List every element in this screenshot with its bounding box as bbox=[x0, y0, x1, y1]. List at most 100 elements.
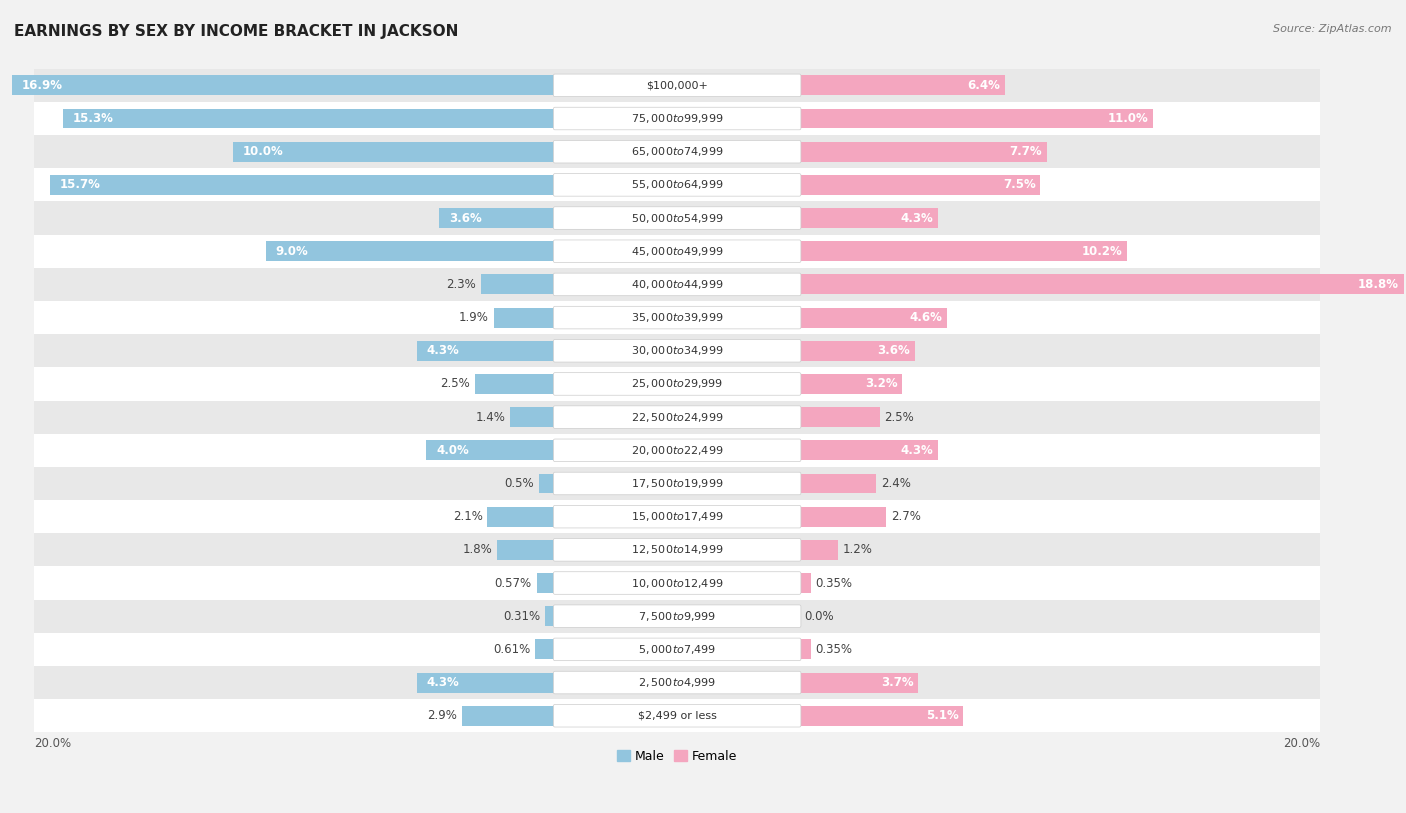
Text: $15,000 to $17,499: $15,000 to $17,499 bbox=[631, 511, 723, 523]
Text: $65,000 to $74,999: $65,000 to $74,999 bbox=[631, 146, 723, 159]
Text: 9.0%: 9.0% bbox=[276, 245, 308, 258]
Bar bbox=[416, 341, 555, 361]
Bar bbox=[439, 208, 555, 228]
Text: $2,499 or less: $2,499 or less bbox=[638, 711, 717, 721]
Text: 7.5%: 7.5% bbox=[1002, 178, 1036, 191]
FancyBboxPatch shape bbox=[554, 340, 801, 362]
Bar bbox=[34, 666, 1320, 699]
Text: $75,000 to $99,999: $75,000 to $99,999 bbox=[631, 112, 723, 125]
Text: 4.6%: 4.6% bbox=[910, 311, 942, 324]
Text: 1.4%: 1.4% bbox=[475, 411, 505, 424]
Text: 0.31%: 0.31% bbox=[503, 610, 540, 623]
Bar bbox=[34, 699, 1320, 733]
Bar bbox=[799, 76, 1005, 95]
Bar bbox=[461, 706, 555, 726]
Bar bbox=[799, 241, 1128, 261]
Text: 2.4%: 2.4% bbox=[882, 477, 911, 490]
Bar bbox=[34, 467, 1320, 500]
Bar bbox=[34, 401, 1320, 433]
Text: EARNINGS BY SEX BY INCOME BRACKET IN JACKSON: EARNINGS BY SEX BY INCOME BRACKET IN JAC… bbox=[14, 24, 458, 39]
Text: $35,000 to $39,999: $35,000 to $39,999 bbox=[631, 311, 723, 324]
Text: $10,000 to $12,499: $10,000 to $12,499 bbox=[631, 576, 723, 589]
FancyBboxPatch shape bbox=[554, 372, 801, 395]
FancyBboxPatch shape bbox=[554, 207, 801, 229]
Text: 7.7%: 7.7% bbox=[1010, 146, 1042, 159]
Text: 0.0%: 0.0% bbox=[804, 610, 834, 623]
Bar bbox=[498, 540, 555, 560]
Bar bbox=[536, 639, 555, 659]
Text: $17,500 to $19,999: $17,500 to $19,999 bbox=[631, 477, 723, 490]
Bar bbox=[34, 567, 1320, 600]
Text: 1.8%: 1.8% bbox=[463, 543, 492, 556]
Text: $22,500 to $24,999: $22,500 to $24,999 bbox=[631, 411, 723, 424]
Bar bbox=[34, 235, 1320, 267]
FancyBboxPatch shape bbox=[554, 240, 801, 263]
Bar bbox=[799, 275, 1403, 294]
Text: $2,500 to $4,999: $2,500 to $4,999 bbox=[638, 676, 716, 689]
Bar bbox=[799, 506, 886, 527]
Text: 1.9%: 1.9% bbox=[460, 311, 489, 324]
Bar bbox=[799, 374, 903, 394]
Bar bbox=[799, 175, 1040, 195]
Bar bbox=[799, 540, 838, 560]
Bar bbox=[34, 168, 1320, 202]
Bar bbox=[799, 441, 938, 460]
Text: $20,000 to $22,499: $20,000 to $22,499 bbox=[631, 444, 723, 457]
Text: $5,000 to $7,499: $5,000 to $7,499 bbox=[638, 643, 716, 656]
Text: $40,000 to $44,999: $40,000 to $44,999 bbox=[631, 278, 723, 291]
Text: $55,000 to $64,999: $55,000 to $64,999 bbox=[631, 178, 723, 191]
Bar bbox=[34, 69, 1320, 102]
Text: 2.5%: 2.5% bbox=[440, 377, 470, 390]
Bar bbox=[34, 267, 1320, 301]
Bar bbox=[799, 639, 810, 659]
Text: $100,000+: $100,000+ bbox=[647, 80, 709, 90]
Bar bbox=[34, 367, 1320, 401]
Text: $30,000 to $34,999: $30,000 to $34,999 bbox=[631, 344, 723, 357]
Bar bbox=[799, 672, 918, 693]
Bar bbox=[481, 275, 555, 294]
Text: 4.0%: 4.0% bbox=[436, 444, 468, 457]
Text: 2.7%: 2.7% bbox=[891, 511, 921, 523]
Bar bbox=[34, 500, 1320, 533]
FancyBboxPatch shape bbox=[554, 605, 801, 628]
Text: 10.2%: 10.2% bbox=[1081, 245, 1122, 258]
Text: 3.7%: 3.7% bbox=[880, 676, 914, 689]
Text: 16.9%: 16.9% bbox=[21, 79, 62, 92]
Text: $12,500 to $14,999: $12,500 to $14,999 bbox=[631, 543, 723, 556]
FancyBboxPatch shape bbox=[554, 107, 801, 130]
Bar bbox=[799, 706, 963, 726]
Bar bbox=[799, 208, 938, 228]
Text: 4.3%: 4.3% bbox=[900, 211, 932, 224]
Text: 0.35%: 0.35% bbox=[815, 576, 852, 589]
Text: 1.2%: 1.2% bbox=[842, 543, 873, 556]
Text: 2.9%: 2.9% bbox=[427, 709, 457, 722]
FancyBboxPatch shape bbox=[554, 141, 801, 163]
Text: 3.2%: 3.2% bbox=[865, 377, 897, 390]
FancyBboxPatch shape bbox=[554, 406, 801, 428]
Text: 11.0%: 11.0% bbox=[1108, 112, 1149, 125]
Bar bbox=[51, 175, 555, 195]
Text: 15.3%: 15.3% bbox=[73, 112, 114, 125]
Legend: Male, Female: Male, Female bbox=[612, 745, 742, 768]
Bar bbox=[34, 600, 1320, 633]
FancyBboxPatch shape bbox=[554, 273, 801, 296]
Bar bbox=[799, 573, 810, 593]
Bar bbox=[34, 533, 1320, 567]
Text: 0.5%: 0.5% bbox=[505, 477, 534, 490]
Text: $25,000 to $29,999: $25,000 to $29,999 bbox=[631, 377, 723, 390]
Text: 0.57%: 0.57% bbox=[495, 576, 531, 589]
FancyBboxPatch shape bbox=[554, 307, 801, 329]
Bar bbox=[510, 407, 555, 427]
FancyBboxPatch shape bbox=[554, 472, 801, 495]
Bar bbox=[494, 307, 555, 328]
Bar bbox=[63, 109, 555, 128]
Text: 6.4%: 6.4% bbox=[967, 79, 1000, 92]
Text: 20.0%: 20.0% bbox=[1284, 737, 1320, 750]
Bar bbox=[34, 633, 1320, 666]
Text: 10.0%: 10.0% bbox=[243, 146, 284, 159]
Text: 5.1%: 5.1% bbox=[925, 709, 959, 722]
Text: 20.0%: 20.0% bbox=[34, 737, 72, 750]
Text: 2.5%: 2.5% bbox=[884, 411, 914, 424]
Text: 4.3%: 4.3% bbox=[900, 444, 932, 457]
Bar bbox=[546, 606, 555, 626]
